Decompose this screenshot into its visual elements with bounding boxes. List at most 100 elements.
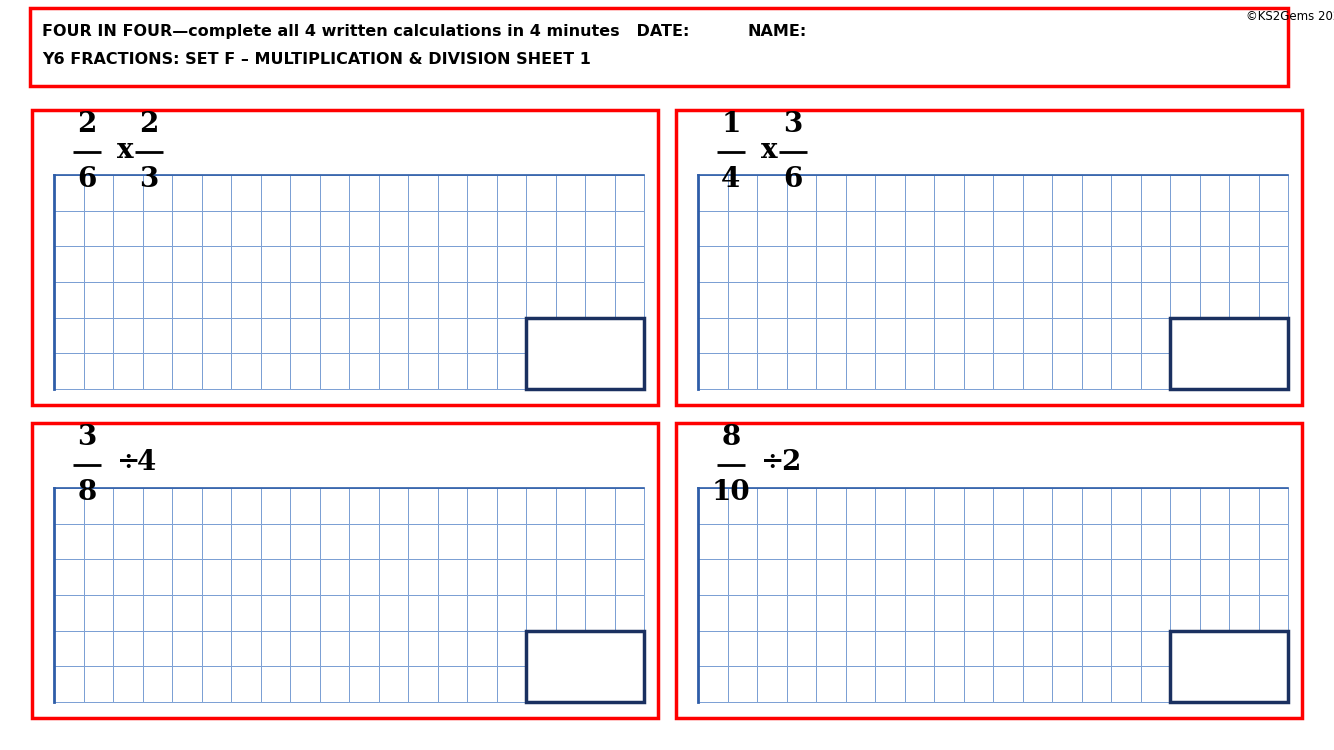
Bar <box>438 560 467 595</box>
Bar <box>467 318 496 353</box>
Bar <box>113 560 143 595</box>
Bar <box>586 560 615 595</box>
Bar <box>320 353 350 389</box>
Bar <box>201 353 231 389</box>
Bar <box>1111 666 1141 702</box>
Bar <box>1111 282 1141 318</box>
Bar <box>727 318 756 353</box>
Bar <box>172 595 201 631</box>
Bar <box>231 560 260 595</box>
Bar <box>875 353 904 389</box>
Bar <box>526 353 555 389</box>
Bar <box>963 246 992 282</box>
Bar <box>963 560 992 595</box>
Bar <box>615 318 644 353</box>
Bar <box>231 666 260 702</box>
Bar <box>143 560 172 595</box>
Bar <box>555 353 586 389</box>
Bar <box>1170 524 1199 560</box>
Bar <box>172 631 201 666</box>
Bar <box>379 246 408 282</box>
Bar <box>615 666 644 702</box>
Bar <box>1082 246 1111 282</box>
Bar <box>934 318 963 353</box>
Bar <box>555 488 586 524</box>
Bar <box>379 631 408 666</box>
Bar <box>1111 246 1141 282</box>
Bar <box>113 488 143 524</box>
Bar <box>143 353 172 389</box>
Bar <box>934 246 963 282</box>
Bar <box>787 246 816 282</box>
Bar <box>113 318 143 353</box>
Bar <box>350 595 379 631</box>
Bar <box>260 318 289 353</box>
Bar <box>350 211 379 246</box>
Bar <box>934 666 963 702</box>
Bar <box>615 282 644 318</box>
Bar <box>1229 282 1258 318</box>
Bar <box>756 211 787 246</box>
Bar <box>350 488 379 524</box>
Bar <box>846 353 875 389</box>
Bar <box>934 488 963 524</box>
Bar <box>875 560 904 595</box>
Bar <box>875 246 904 282</box>
Bar <box>727 560 756 595</box>
Bar <box>698 353 727 389</box>
Text: 6: 6 <box>783 166 803 193</box>
Bar <box>438 246 467 282</box>
Bar <box>992 175 1022 211</box>
Bar <box>904 560 934 595</box>
Bar <box>1229 175 1258 211</box>
Bar <box>1022 175 1053 211</box>
Bar <box>1141 524 1170 560</box>
Bar <box>1141 595 1170 631</box>
Bar <box>1229 595 1258 631</box>
Bar <box>172 211 201 246</box>
Bar <box>438 631 467 666</box>
Bar <box>555 560 586 595</box>
Bar <box>904 524 934 560</box>
Bar <box>526 175 555 211</box>
Bar <box>143 318 172 353</box>
Bar <box>408 560 438 595</box>
Bar <box>231 595 260 631</box>
Bar <box>555 631 586 666</box>
Bar <box>438 524 467 560</box>
Bar <box>260 595 289 631</box>
Bar <box>1111 318 1141 353</box>
Bar <box>260 631 289 666</box>
Bar <box>1053 524 1082 560</box>
Bar <box>1082 318 1111 353</box>
Bar <box>53 631 84 666</box>
Bar <box>586 175 615 211</box>
Bar <box>816 318 846 353</box>
Bar <box>963 282 992 318</box>
Bar <box>1053 246 1082 282</box>
Bar <box>1170 318 1199 353</box>
Bar <box>1053 666 1082 702</box>
Bar <box>555 175 586 211</box>
Bar <box>1141 246 1170 282</box>
Bar <box>350 175 379 211</box>
Bar <box>289 488 320 524</box>
Bar <box>586 282 615 318</box>
Text: 8: 8 <box>77 479 96 506</box>
Bar <box>992 560 1022 595</box>
Bar <box>496 353 526 389</box>
Bar <box>1022 488 1053 524</box>
Bar <box>1170 488 1199 524</box>
Bar <box>260 211 289 246</box>
Text: FOUR IN FOUR—complete all 4 written calculations in 4 minutes   DATE:: FOUR IN FOUR—complete all 4 written calc… <box>41 24 690 39</box>
Bar <box>350 282 379 318</box>
Bar <box>467 211 496 246</box>
Bar <box>1199 524 1229 560</box>
Text: ÷: ÷ <box>760 449 784 476</box>
Bar <box>260 353 289 389</box>
Text: Y6 FRACTIONS: SET F – MULTIPLICATION & DIVISION SHEET 1: Y6 FRACTIONS: SET F – MULTIPLICATION & D… <box>41 52 591 67</box>
Bar <box>1258 666 1289 702</box>
Bar <box>350 560 379 595</box>
Bar <box>1229 560 1258 595</box>
Bar <box>143 488 172 524</box>
